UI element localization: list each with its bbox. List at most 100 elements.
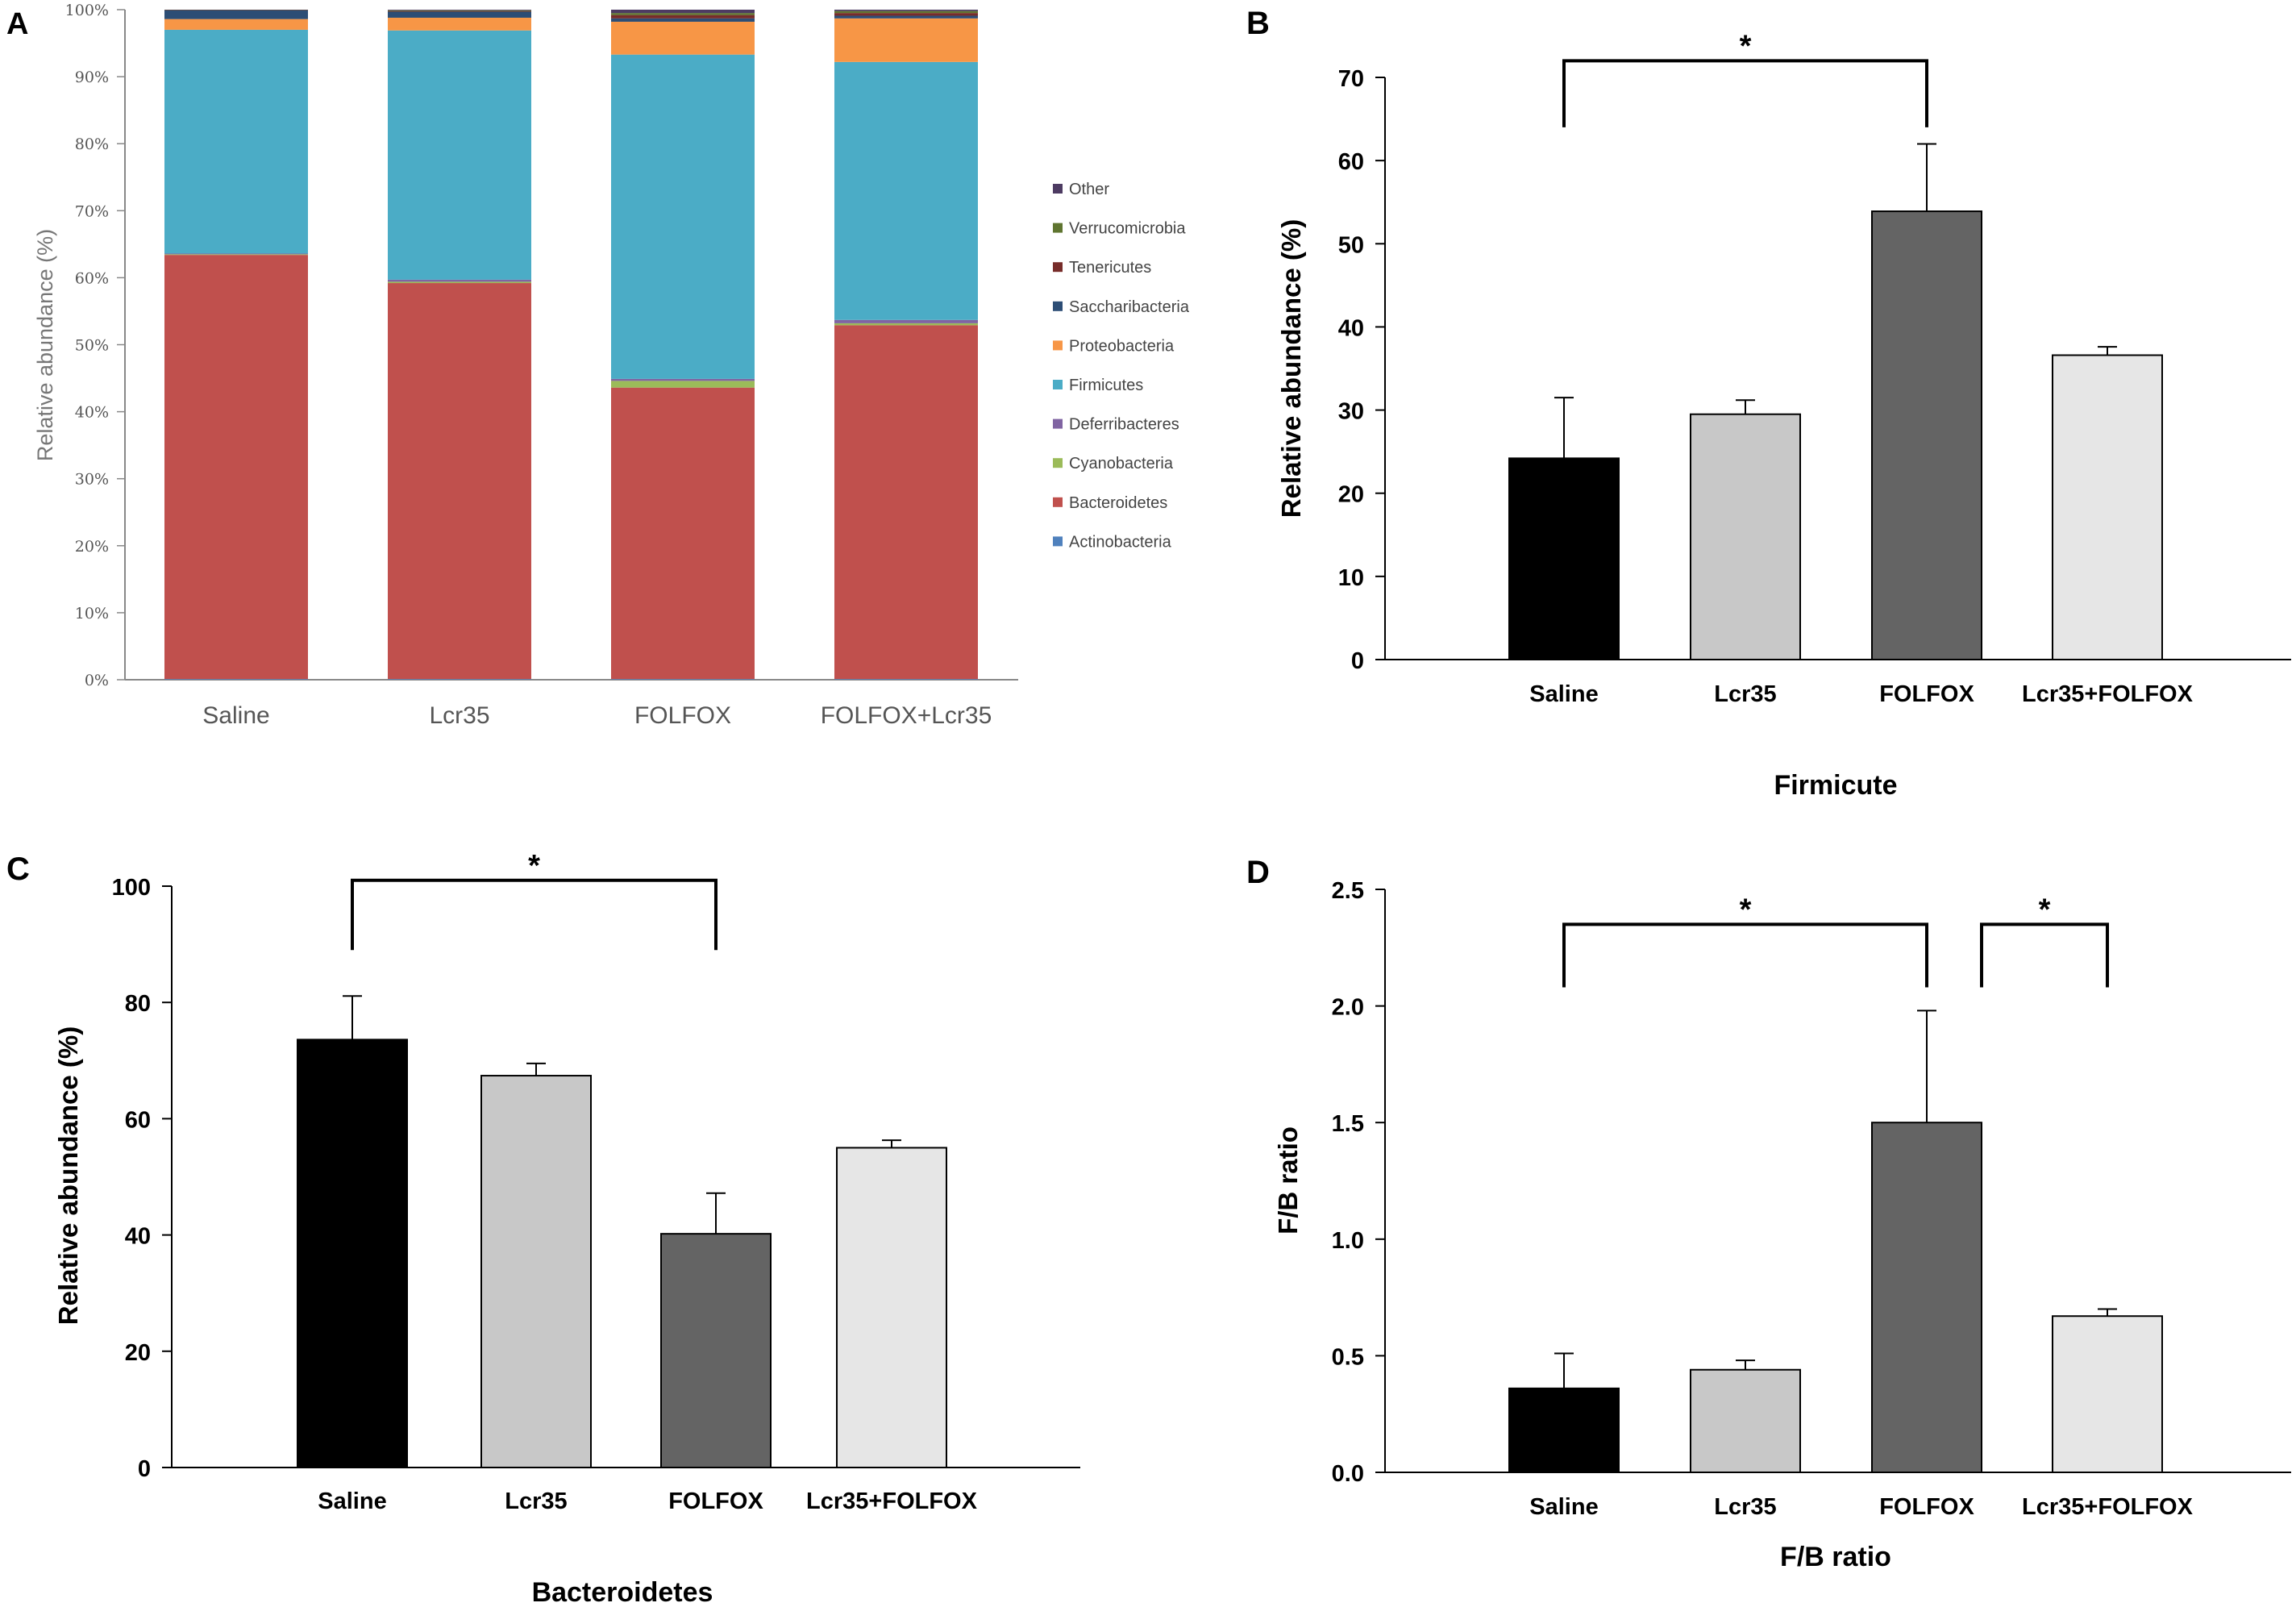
legend-label: Saccharibacteria (1069, 298, 1190, 316)
panel-title: Firmicute (1774, 770, 1897, 801)
y-axis-label: F/B ratio (1273, 1126, 1303, 1234)
stacked-segment-verrucomicrobia (388, 10, 531, 11)
legend-label: Firmicutes (1069, 377, 1143, 394)
panel-letter: B (1246, 6, 1270, 41)
y-tick-label: 20% (75, 538, 109, 556)
legend-label: Proteobacteria (1069, 337, 1175, 355)
stacked-segment-bacteroidetes (164, 255, 308, 680)
x-category-label: FOLFOX (1879, 1494, 1974, 1520)
legend-swatch (1053, 340, 1063, 351)
bar (1690, 1368, 1801, 1473)
stacked-segment-deferribacteres (834, 319, 978, 323)
legend-label: Tenericutes (1069, 259, 1151, 277)
y-tick-label: 10 (1338, 565, 1364, 591)
stacked-segment-deferribacteres (388, 279, 531, 282)
stacked-segment-verrucomicrobia (611, 13, 755, 15)
x-category-label: Saline (1529, 681, 1598, 707)
panel-c-bacteroidetes-chart: C 0 20 40 60 80 100 Relative abundance (%) Salin… (6, 849, 1080, 1607)
y-tick-label: 90% (75, 69, 109, 86)
y-tick-label: 50 (1338, 232, 1364, 258)
y-tick-label: 10% (75, 605, 109, 622)
legend-swatch (1053, 458, 1063, 468)
bar (1508, 1387, 1620, 1473)
y-tick-label: 0 (1351, 648, 1364, 674)
y-tick-label: 2.0 (1332, 995, 1364, 1021)
stacked-segment-firmicutes (164, 29, 308, 254)
x-category-label: Lcr35 (429, 702, 489, 729)
legend-swatch (1053, 223, 1063, 233)
legend-label: Bacteroidetes (1069, 494, 1167, 512)
y-tick-label: 30 (1338, 399, 1364, 425)
bar (2052, 1315, 2163, 1473)
stacked-segment-tenericutes (834, 13, 978, 16)
significance-bracket (1562, 922, 1928, 988)
significance-bracket (1562, 59, 1928, 127)
legend-swatch (1053, 418, 1063, 429)
y-axis-label: Relative abundance (%) (33, 229, 57, 461)
y-tick-label: 1.0 (1332, 1228, 1364, 1254)
y-tick-label: 40 (125, 1224, 151, 1250)
legend-label: Cyanobacteria (1069, 455, 1174, 473)
legend-swatch (1053, 262, 1063, 273)
y-tick-label: 1.5 (1332, 1111, 1364, 1137)
significance-bracket (351, 878, 718, 951)
stacked-segment-verrucomicrobia (834, 10, 978, 14)
stacked-segment-actinobacteria (164, 679, 308, 680)
panel-title: Bacteroidetes (532, 1577, 713, 1607)
legend-label: Deferribacteres (1069, 416, 1179, 434)
x-category-label: FOLFOX (1879, 681, 1974, 707)
stacked-segment-proteobacteria (834, 18, 978, 62)
legend-label: Verrucomicrobia (1069, 220, 1186, 238)
stacked-segment-saccharibacteria (834, 15, 978, 19)
stacked-segment-firmicutes (834, 61, 978, 320)
y-tick-label: 50% (75, 337, 109, 355)
y-tick-label: 60 (1338, 149, 1364, 175)
y-tick-label: 60% (75, 269, 109, 287)
panel-letter: C (6, 851, 30, 887)
stacked-segment-tenericutes (388, 10, 531, 12)
stacked-segment-other (834, 10, 978, 11)
legend-swatch (1053, 380, 1063, 389)
stacked-segment-actinobacteria (388, 679, 531, 680)
bar (1871, 1122, 1982, 1473)
legend-swatch (1053, 497, 1063, 507)
stacked-segment-firmicutes (388, 30, 531, 280)
y-tick-label: 20 (1338, 482, 1364, 508)
stacked-segment-saccharibacteria (388, 11, 531, 18)
x-category-label: FOLFOX (668, 1488, 763, 1514)
y-tick-label: 100% (65, 2, 109, 19)
y-tick-label: 0.5 (1332, 1344, 1364, 1370)
stacked-segment-deferribacteres (164, 253, 308, 255)
bar (2052, 354, 2163, 660)
stacked-segment-cyanobacteria (834, 323, 978, 326)
significance-star: * (1740, 893, 1752, 926)
panel-b-firmicute-chart: B 0 10 20 30 40 50 60 70 Relative abundance (%) Sa… (1246, 6, 2291, 801)
significance-star: * (528, 849, 540, 883)
stacked-segment-actinobacteria (611, 679, 755, 680)
y-tick-label: 40% (75, 404, 109, 422)
y-axis-label: Relative abundance (%) (1276, 219, 1306, 518)
y-tick-label: 80% (75, 135, 109, 153)
y-tick-label: 100 (112, 875, 151, 901)
y-tick-label: 0 (138, 1456, 151, 1482)
x-category-label: Lcr35+FOLFOX (2022, 681, 2194, 707)
stacked-segment-saccharibacteria (611, 18, 755, 22)
stacked-segment-proteobacteria (164, 19, 308, 30)
stacked-segment-cyanobacteria (388, 281, 531, 284)
bar (836, 1147, 947, 1468)
x-category-label: Saline (1529, 1494, 1598, 1520)
panel-a-stacked-chart: A 0% 10% 20% 30% 40% 50% 60% 70% 80% 90% 100% Relati… (6, 2, 1190, 729)
panel-letter-a: A (6, 7, 28, 41)
stacked-segment-bacteroidetes (834, 325, 978, 680)
legend-swatch (1053, 184, 1063, 194)
stacked-segment-bacteroidetes (611, 387, 755, 680)
stacked-segment-cyanobacteria (611, 381, 755, 388)
stacked-segment-tenericutes (611, 15, 755, 19)
stacked-segment-bacteroidetes (388, 283, 531, 680)
stacked-segment-proteobacteria (388, 17, 531, 31)
x-category-label: Lcr35 (505, 1488, 567, 1514)
y-tick-label: 70 (1338, 66, 1364, 92)
legend-swatch (1053, 301, 1063, 311)
